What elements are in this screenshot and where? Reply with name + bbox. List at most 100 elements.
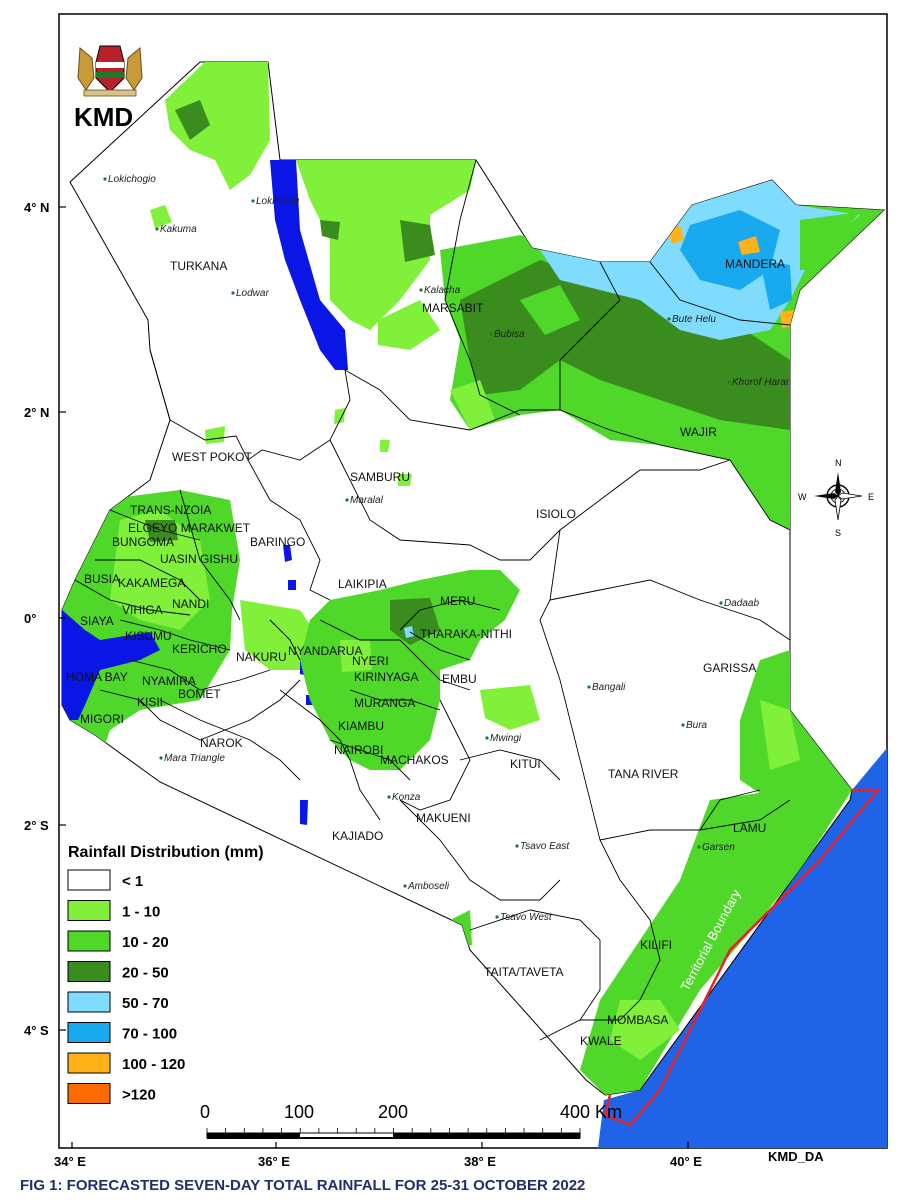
county-label: NYERI	[352, 654, 389, 668]
org-logo-text: KMD	[74, 102, 133, 132]
latitude-label: 4° S	[24, 1023, 49, 1038]
town-marker	[103, 177, 107, 181]
county-label: KERICHO	[172, 642, 227, 656]
scale-bar	[206, 1128, 581, 1139]
county-label: BOMET	[178, 687, 221, 701]
town-label: Tsavo West	[500, 912, 553, 923]
legend: < 1 1 - 10 10 - 20 20 - 50 50 - 70 70 - 100 10…	[67, 869, 185, 1104]
compass-north: N	[835, 458, 842, 468]
scale-tick-400: 400 Km	[560, 1102, 622, 1122]
town-label: Kalacha	[424, 285, 461, 296]
town-marker	[489, 332, 493, 336]
county-label: MURANGA	[354, 696, 415, 710]
county-label: SAMBURU	[350, 470, 410, 484]
county-label: BUNGOMA	[112, 535, 174, 549]
county-label: NAROK	[200, 736, 243, 750]
county-label: KIAMBU	[338, 719, 384, 733]
town-marker	[719, 601, 723, 605]
county-label: THARAKA-NITHI	[420, 627, 512, 641]
county-label: VIHIGA	[122, 603, 163, 617]
town-label: Bute Helu	[672, 314, 716, 325]
legend-swatch	[67, 961, 111, 982]
legend-swatch	[67, 869, 111, 891]
town-marker	[345, 498, 349, 502]
legend-label: 50 - 70	[122, 995, 169, 1012]
longitude-label: 38° E	[464, 1154, 496, 1169]
town-marker	[419, 288, 423, 292]
town-label: Lodwar	[236, 288, 269, 299]
county-label: TAITA/TAVETA	[484, 965, 564, 979]
town-label: Konza	[392, 792, 421, 803]
town-marker	[231, 291, 235, 295]
latitude-label: 2° S	[24, 818, 49, 833]
legend-label: 100 - 120	[122, 1056, 185, 1073]
county-label: KWALE	[580, 1034, 622, 1048]
county-label: SIAYA	[80, 614, 114, 628]
county-label: KISUMU	[125, 629, 172, 643]
town-marker	[681, 723, 685, 727]
legend-swatch	[67, 1083, 111, 1104]
legend-label: < 1	[122, 873, 143, 890]
town-label: Bangali	[592, 682, 626, 693]
county-label: EMBU	[442, 672, 477, 686]
longitude-labels: 34° E 36° E 38° E 40° E	[54, 1142, 702, 1169]
county-label: ISIOLO	[536, 507, 576, 521]
longitude-label: 34° E	[54, 1154, 86, 1169]
rainfall-shading	[62, 62, 884, 1095]
town-marker	[495, 915, 499, 919]
county-label: TURKANA	[170, 259, 227, 273]
county-label: NYANDARUA	[288, 644, 362, 658]
compass-south: S	[835, 528, 841, 538]
town-marker	[251, 199, 255, 203]
county-label: LAIKIPIA	[338, 577, 387, 591]
town-marker	[697, 845, 701, 849]
county-label: KAKAMEGA	[118, 576, 185, 590]
compass-west: W	[798, 492, 807, 502]
county-label: UASIN GISHU	[160, 552, 238, 566]
town-label: Mara Triangle	[164, 753, 225, 764]
longitude-label: 36° E	[258, 1154, 290, 1169]
county-label: MOMBASA	[607, 1013, 668, 1027]
town-marker	[667, 317, 671, 321]
scale-tick-100: 100	[284, 1102, 314, 1122]
town-labels: Lokichogio Lokitaung Kakuma Lodwar Kalacha Bu…	[103, 174, 790, 923]
county-labels: TURKANA MARSABIT MANDERA WAJIR WEST POKOT SAM…	[66, 257, 785, 1048]
latitude-label: 2° N	[24, 405, 49, 420]
figure-caption: FIG 1: FORECASTED SEVEN-DAY TOTAL RAINFA…	[20, 1177, 585, 1194]
scale-tick-200: 200	[378, 1102, 408, 1122]
county-label: KAJIADO	[332, 829, 383, 843]
legend-swatch	[67, 1022, 111, 1043]
town-marker	[155, 227, 159, 231]
town-label: Dadaab	[724, 598, 759, 609]
map-frame	[58, 13, 888, 1149]
legend-label: 10 - 20	[122, 934, 169, 951]
county-label: NYAMIRA	[142, 674, 196, 688]
town-label: Kakuma	[160, 224, 197, 235]
town-label: Bubisa	[494, 329, 525, 340]
town-marker	[403, 884, 407, 888]
town-label: Tsavo East	[520, 841, 570, 852]
county-label: GARISSA	[703, 661, 756, 675]
town-label: Bura	[686, 720, 708, 731]
town-label: Amboseli	[407, 881, 450, 892]
town-marker	[587, 685, 591, 689]
town-label: Maralal	[350, 495, 384, 506]
town-marker	[485, 736, 489, 740]
coat-of-arms-icon	[77, 45, 143, 97]
county-label: MACHAKOS	[380, 753, 449, 767]
county-label: MANDERA	[725, 257, 785, 271]
county-label: LAMU	[733, 821, 766, 835]
county-label: TRANS-NZOIA	[130, 503, 211, 517]
legend-swatch	[67, 991, 111, 1013]
latitude-label: 4° N	[24, 200, 49, 215]
town-marker	[727, 380, 731, 384]
county-label: MIGORI	[80, 712, 124, 726]
legend-swatch	[67, 1052, 111, 1074]
county-label: ELGEYO MARAKWET	[128, 521, 251, 535]
scale-tick-0: 0	[200, 1102, 210, 1122]
county-label: TANA RIVER	[608, 767, 679, 781]
county-label: NAKURU	[236, 650, 287, 664]
county-label: NAIROBI	[334, 743, 383, 757]
latitude-label: 0°	[24, 611, 36, 626]
legend-label: 70 - 100	[122, 1026, 177, 1043]
